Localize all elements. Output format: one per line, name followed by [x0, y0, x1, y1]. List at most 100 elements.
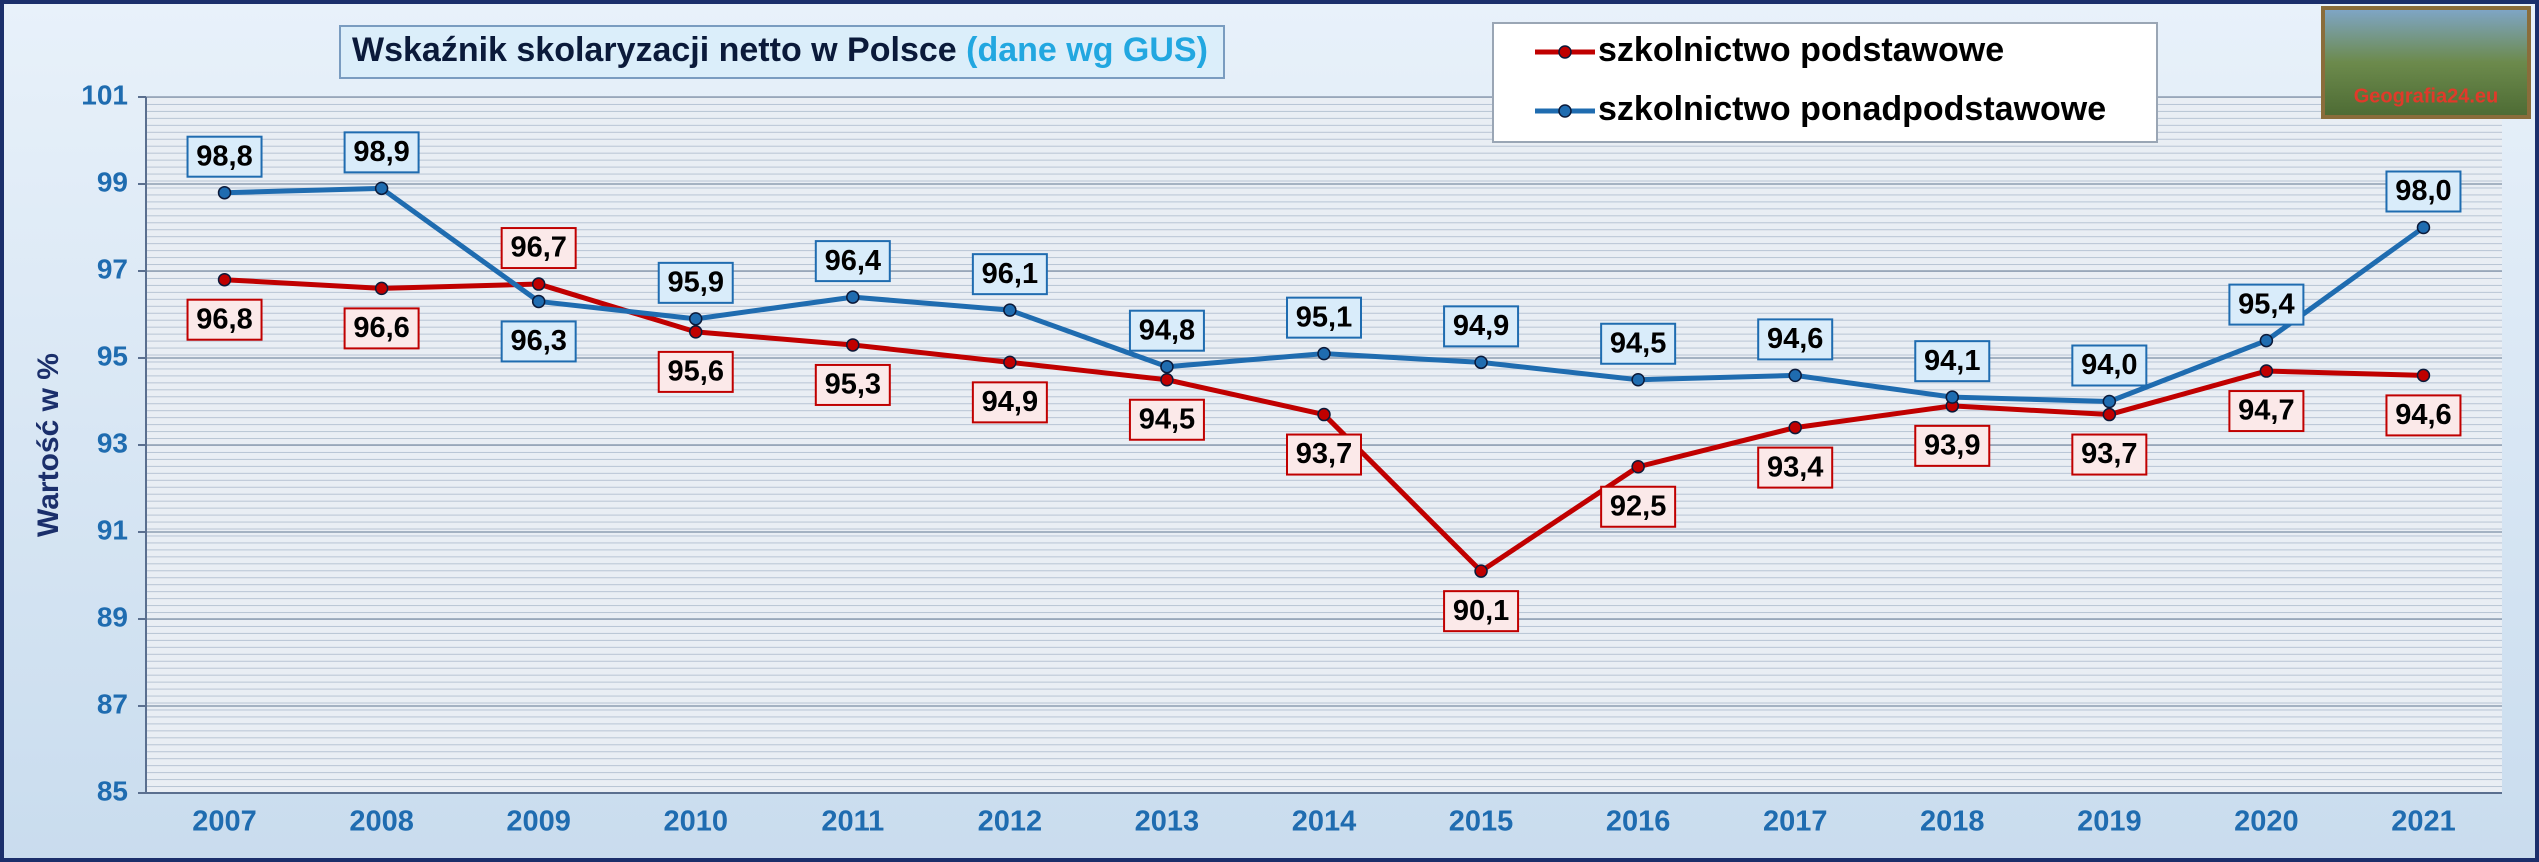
marker: [2102, 407, 2117, 422]
data-label-box: [1286, 433, 1362, 476]
data-label-box: [2228, 390, 2305, 433]
marker: [688, 325, 703, 339]
marker: [217, 272, 232, 287]
x-tick-label: 2007: [192, 806, 257, 838]
data-label: 96,8: [196, 303, 252, 335]
y-tick-label: 97: [97, 253, 128, 284]
data-label: 93,7: [1296, 438, 1352, 470]
y-tick-label: 93: [97, 427, 128, 458]
data-label: 94,9: [1453, 310, 1509, 342]
marker: [1788, 420, 1802, 435]
legend-marker: [1558, 45, 1572, 59]
data-label-box: [1443, 590, 1520, 633]
marker: [2259, 333, 2274, 348]
data-label-box: [343, 131, 420, 174]
data-label-box: [1286, 296, 1362, 339]
data-label-box: [2385, 170, 2462, 213]
x-tick-label: 2010: [663, 806, 728, 838]
data-label-box: [1914, 424, 1991, 467]
data-label-box: [971, 381, 1048, 424]
data-label: 98,8: [196, 140, 252, 172]
y-tick-label: 87: [97, 688, 128, 719]
chart-title: Wskaźnik skolaryzacji netto w Polsce (da…: [352, 31, 1208, 69]
marker: [217, 185, 232, 200]
data-label: 94,7: [2238, 395, 2294, 427]
x-tick-label: 2018: [1920, 806, 1985, 838]
data-label-box: [1757, 446, 1834, 489]
data-label: 94,1: [1924, 345, 1980, 377]
x-tick-label: 2013: [1135, 806, 1200, 838]
legend: [1492, 22, 2158, 143]
x-tick-label: 2008: [349, 806, 414, 838]
data-label: 98,0: [2395, 175, 2451, 207]
marker: [1317, 407, 1331, 422]
data-label: 95,6: [668, 356, 724, 388]
data-label: 95,9: [668, 267, 724, 299]
logo: [2321, 6, 2531, 119]
y-tick-label: 95: [97, 340, 128, 371]
data-label: 93,9: [1924, 430, 1980, 462]
data-label-box: [814, 363, 891, 406]
data-label: 94,8: [1139, 314, 1195, 346]
x-tick-label: 2016: [1606, 806, 1671, 838]
data-label-box: [1443, 305, 1520, 348]
data-label: 96,6: [353, 312, 409, 344]
x-tick-label: 2020: [2234, 806, 2299, 838]
data-label-box: [2385, 394, 2462, 437]
marker: [846, 290, 860, 304]
marker: [2102, 394, 2117, 409]
legend-label: szkolnictwo podstawowe: [1598, 31, 2004, 69]
data-label: 96,1: [982, 258, 1038, 290]
data-label: 94,6: [1767, 323, 1823, 355]
marker: [2259, 364, 2274, 378]
data-label-box: [186, 298, 263, 341]
legend-marker: [1558, 104, 1572, 118]
y-tick-label: 101: [81, 79, 128, 110]
marker: [1788, 368, 1802, 383]
data-label: 94,5: [1610, 327, 1666, 359]
data-label-box: [186, 135, 263, 178]
x-tick-label: 2019: [2077, 806, 2142, 838]
marker: [1474, 564, 1488, 578]
data-label-box: [657, 350, 734, 393]
x-tick-label: 2009: [506, 806, 571, 838]
y-tick-label: 91: [97, 514, 128, 545]
marker: [1631, 460, 1645, 474]
data-label-box: [343, 307, 420, 350]
data-label-box: [2228, 283, 2305, 326]
data-label: 94,5: [1139, 403, 1195, 435]
title-box: [339, 25, 1225, 79]
marker: [1474, 355, 1488, 370]
x-tick-label: 2015: [1449, 806, 1514, 838]
title: Wskaźnik skolaryzacji netto w Polsce: [352, 31, 957, 69]
data-label: 96,7: [510, 232, 566, 264]
data-label-box: [1128, 398, 1205, 441]
subtitle: (dane wg GUS): [966, 31, 1208, 69]
data-label-box: [814, 240, 891, 283]
data-label-box: [2071, 344, 2148, 387]
y-tick-label: 99: [97, 166, 128, 197]
marker: [1945, 390, 1960, 404]
data-label: 94,0: [2081, 349, 2137, 381]
data-label: 93,7: [2081, 438, 2137, 470]
marker: [1631, 373, 1645, 387]
x-tick-label: 2012: [978, 806, 1043, 838]
data-label-box: [2071, 433, 2148, 476]
marker: [846, 338, 860, 352]
marker: [1160, 359, 1174, 374]
data-label: 94,9: [982, 386, 1038, 418]
marker: [374, 181, 389, 196]
marker: [1317, 346, 1331, 361]
marker: [688, 312, 703, 326]
x-tick-label: 2017: [1763, 806, 1828, 838]
x-tick-label: 2014: [1292, 806, 1357, 838]
data-label-box: [1914, 340, 1991, 383]
marker: [374, 281, 389, 296]
data-label-box: [1757, 318, 1834, 361]
data-label-box: [657, 261, 734, 304]
data-label-box: [1128, 309, 1205, 352]
data-label: 90,1: [1453, 595, 1509, 627]
data-label: 96,4: [825, 245, 881, 277]
marker: [1003, 303, 1017, 317]
logo-text: Geografia24.eu: [2354, 85, 2499, 107]
